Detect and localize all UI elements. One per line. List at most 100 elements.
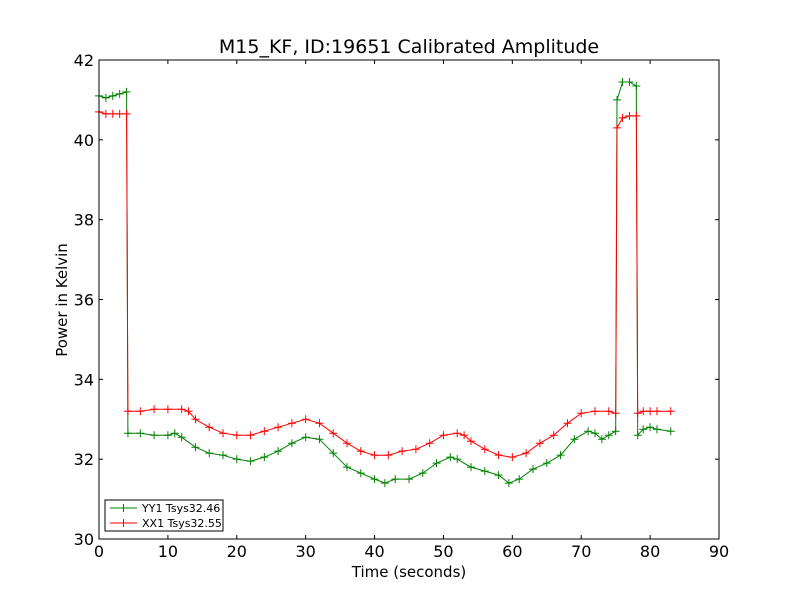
data-point	[425, 439, 434, 448]
data-point	[115, 109, 124, 118]
data-point	[177, 405, 186, 414]
data-point	[570, 435, 579, 444]
data-point	[515, 475, 524, 484]
data-point	[504, 479, 513, 488]
data-point	[380, 479, 389, 488]
data-point	[136, 429, 145, 438]
x-tick-label: 10	[158, 542, 178, 561]
x-tick-label: 20	[227, 542, 247, 561]
chart-title: M15_KF, ID:19651 Calibrated Amplitude	[219, 36, 599, 58]
y-tick-label: 42	[74, 51, 94, 70]
data-point	[205, 449, 214, 458]
data-point	[315, 435, 324, 444]
data-point	[494, 451, 503, 460]
data-point	[666, 407, 675, 416]
data-point	[611, 427, 620, 436]
data-point	[439, 431, 448, 440]
data-point	[246, 457, 255, 466]
x-tick-label: 80	[640, 542, 660, 561]
data-point	[508, 453, 517, 462]
data-point	[329, 429, 338, 438]
data-point	[625, 77, 634, 86]
data-point	[301, 433, 310, 442]
data-point	[625, 111, 634, 120]
y-axis-label: Power in Kelvin	[53, 243, 71, 357]
data-point	[529, 465, 537, 474]
data-point	[480, 467, 489, 476]
data-point	[604, 431, 613, 440]
data-point	[418, 469, 427, 478]
data-point	[549, 431, 558, 440]
data-point	[604, 407, 613, 416]
data-point	[356, 447, 365, 456]
data-point	[274, 447, 283, 456]
data-point	[191, 443, 200, 452]
data-point	[101, 109, 110, 118]
data-point	[370, 475, 379, 484]
data-point	[467, 463, 475, 472]
legend: YY1 Tsys32.46 XX1 Tsys32.55	[104, 499, 224, 532]
y-tick-label: 40	[74, 131, 94, 150]
data-point	[108, 109, 117, 118]
legend-item: YY1 Tsys32.46	[110, 502, 220, 515]
legend-marker	[119, 504, 128, 512]
data-point	[150, 431, 159, 440]
data-point	[122, 109, 131, 118]
x-tick-label: 0	[94, 542, 104, 561]
data-point	[163, 431, 172, 440]
data-point	[653, 425, 661, 434]
data-point	[184, 407, 193, 416]
data-point	[370, 451, 379, 460]
data-point	[666, 427, 675, 436]
data-point	[613, 123, 622, 132]
data-point	[563, 419, 572, 428]
x-tick-label: 40	[364, 542, 384, 561]
plot-area: 0 10 20 30 40 50 60 70 80 90 30 32 34 36 38 40 42	[74, 51, 730, 561]
data-point	[453, 429, 462, 438]
x-tick-label: 50	[433, 542, 453, 561]
data-point	[287, 419, 296, 428]
legend-item: XX1 Tsys32.55	[110, 517, 222, 530]
y-tick-label: 36	[74, 291, 94, 310]
data-point	[274, 423, 283, 432]
data-point	[597, 435, 606, 444]
data-point	[646, 423, 655, 432]
data-point	[446, 453, 455, 462]
data-point	[591, 407, 599, 416]
data-point	[646, 407, 655, 416]
data-point	[356, 469, 365, 478]
data-point	[163, 405, 172, 414]
y-tick-label: 32	[74, 450, 94, 469]
data-point	[315, 419, 324, 428]
y-tick-label: 38	[74, 211, 94, 230]
data-point	[108, 91, 117, 100]
data-point	[432, 459, 441, 468]
data-point	[391, 475, 400, 484]
data-point	[219, 429, 227, 438]
x-tick-label: 60	[502, 542, 522, 561]
data-point	[191, 415, 200, 424]
data-point	[115, 89, 124, 98]
data-point	[494, 471, 503, 480]
series-1	[95, 77, 675, 488]
data-point	[535, 439, 544, 448]
data-point	[467, 437, 475, 446]
y-tick-label: 34	[74, 370, 94, 389]
data-point	[633, 409, 642, 418]
data-point	[177, 433, 186, 442]
data-point	[246, 431, 255, 440]
data-point	[411, 445, 420, 454]
data-point	[260, 453, 269, 462]
data-point	[219, 451, 227, 460]
data-point	[232, 455, 241, 464]
data-point	[633, 431, 642, 440]
data-point	[584, 427, 593, 436]
legend-label: YY1 Tsys32.46	[141, 502, 220, 515]
data-point	[398, 447, 407, 456]
data-point	[329, 449, 338, 458]
x-tick-label: 70	[571, 542, 591, 561]
data-point	[480, 445, 489, 454]
data-point	[343, 463, 351, 472]
